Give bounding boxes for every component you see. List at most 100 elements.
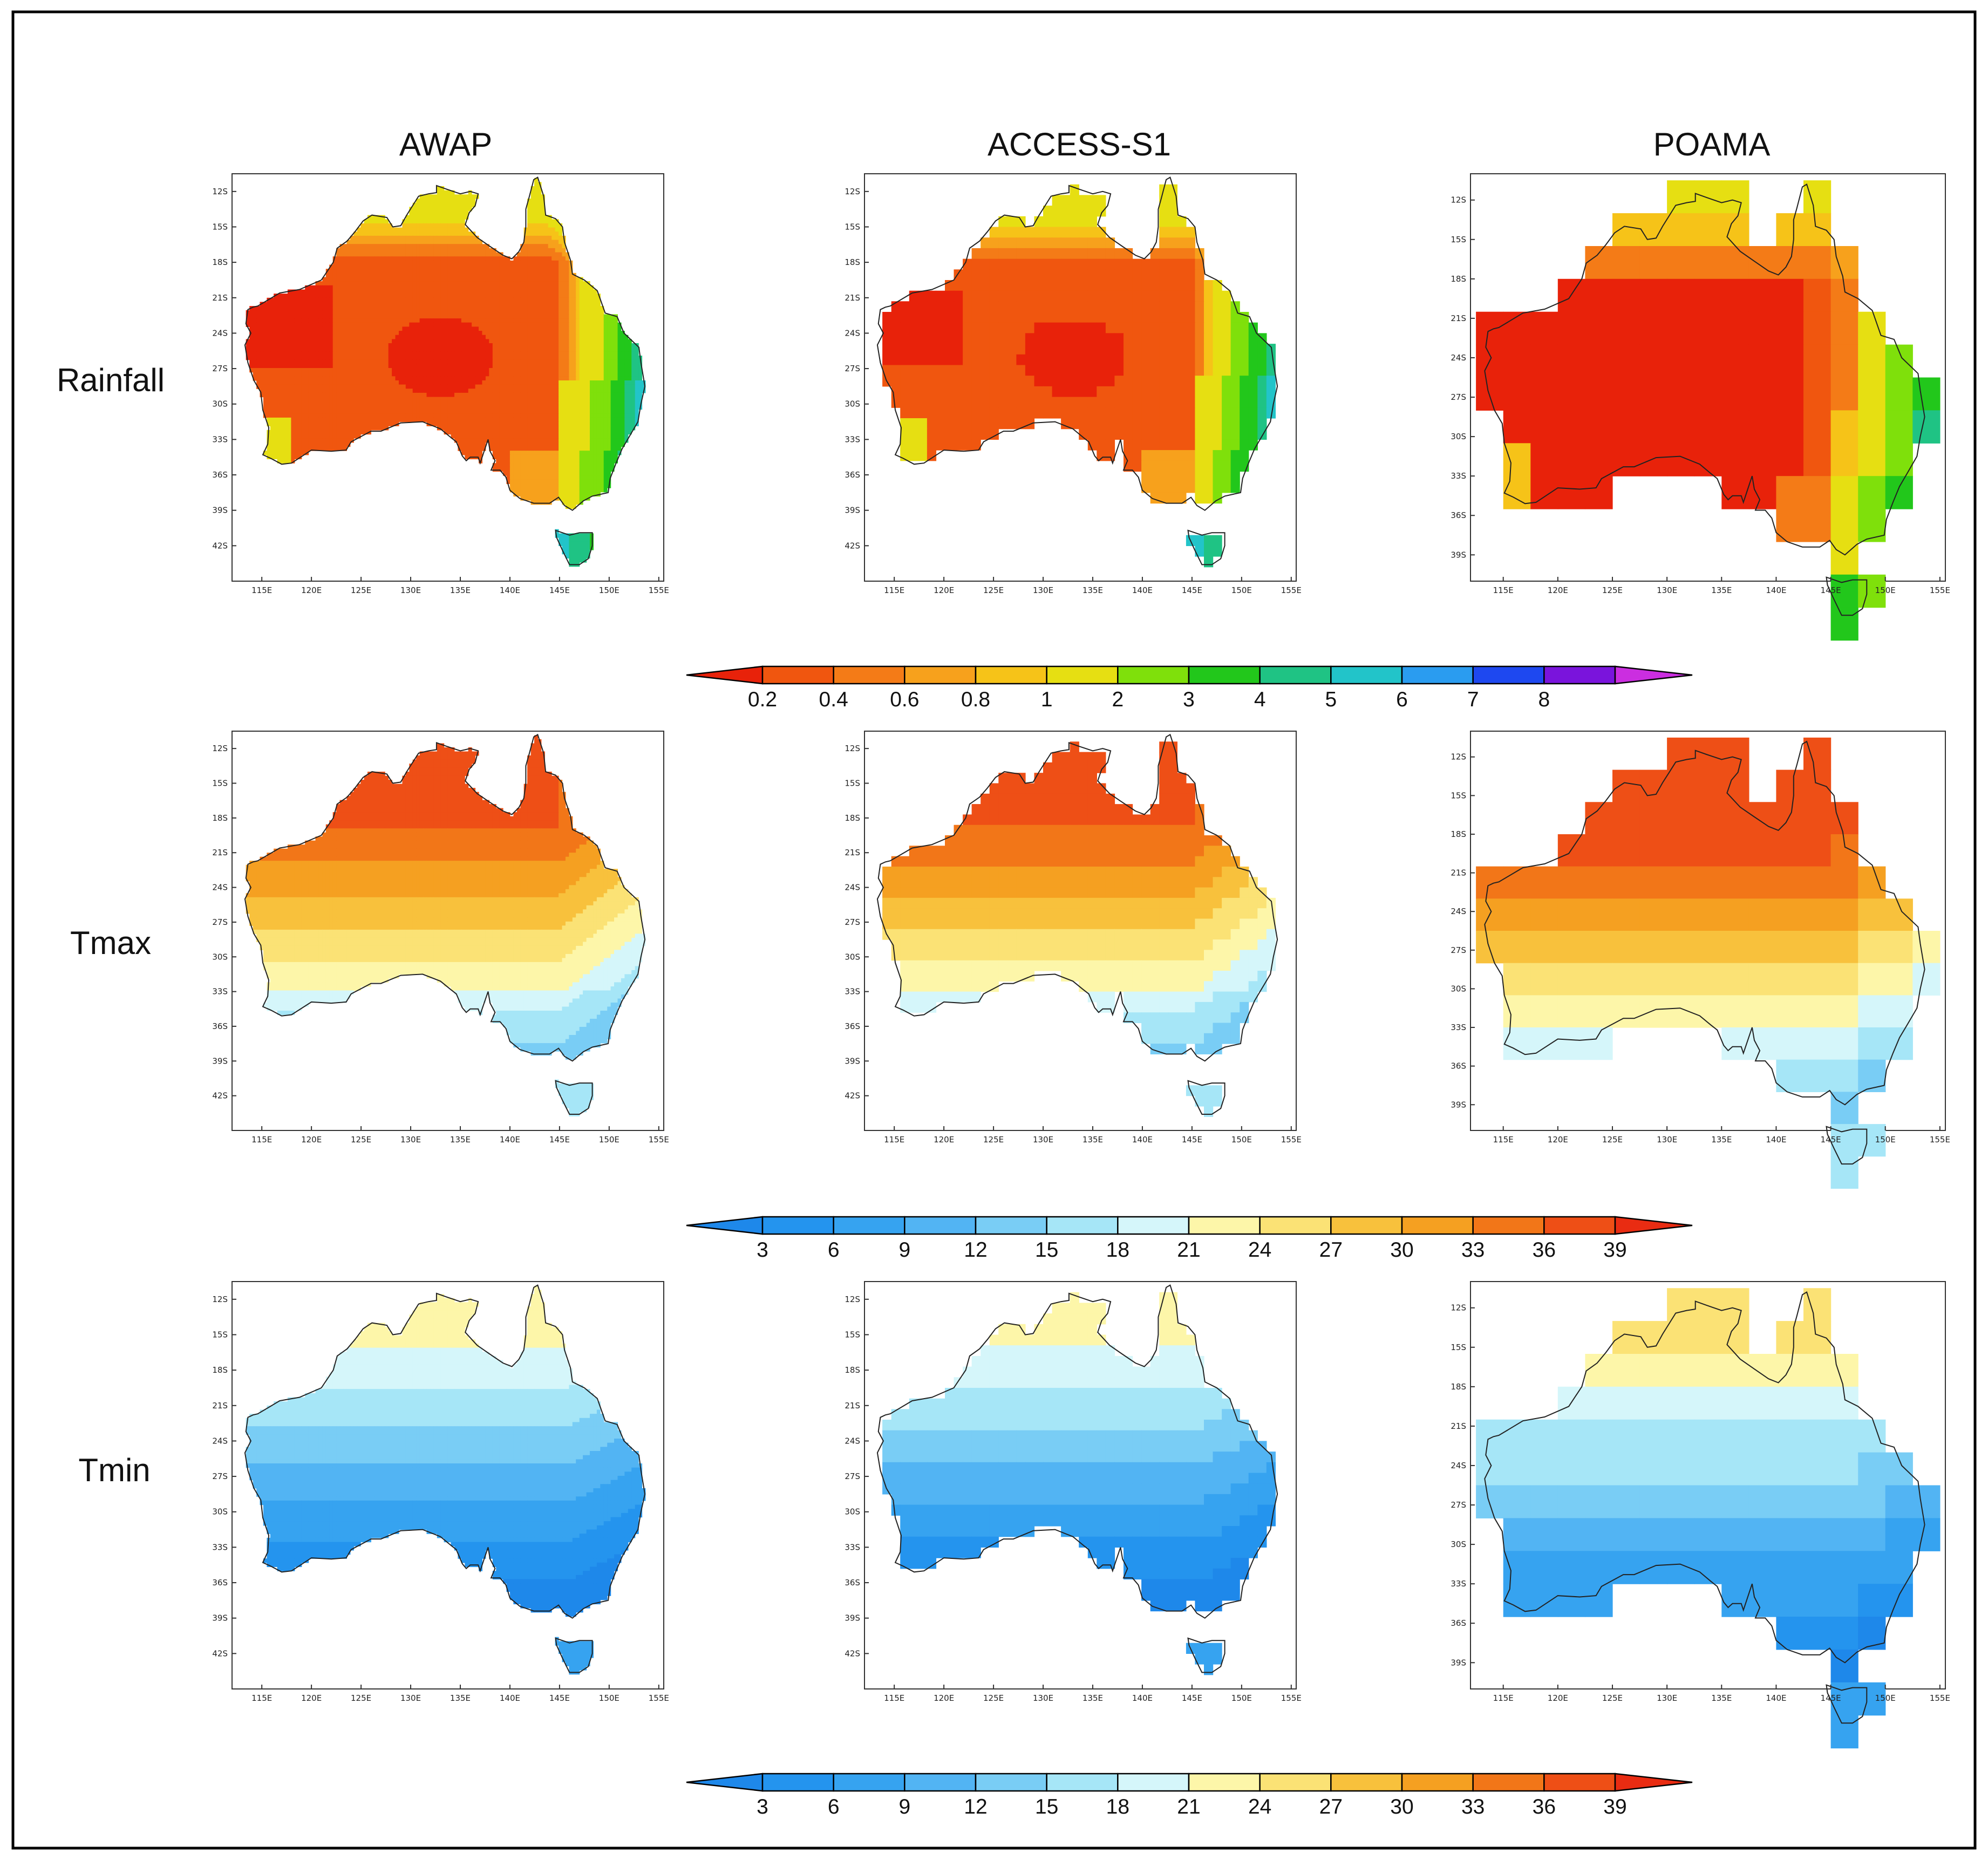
grid-cell	[336, 318, 341, 323]
grid-cell	[388, 314, 392, 319]
grid-cell	[520, 277, 525, 282]
grid-cell	[371, 397, 375, 401]
grid-cell	[374, 364, 378, 369]
grid-cell	[555, 405, 559, 410]
grid-cell	[301, 430, 305, 435]
grid-cell	[548, 389, 552, 393]
grid-cell	[579, 413, 583, 418]
grid-cell	[537, 314, 542, 319]
grid-cell	[318, 351, 323, 356]
grid-cell	[499, 359, 503, 364]
grid-cell	[475, 285, 479, 290]
grid-cell	[430, 389, 434, 393]
grid-cell	[565, 343, 569, 348]
grid-cell	[388, 335, 392, 339]
grid-cell	[367, 397, 371, 401]
grid-cell	[399, 248, 403, 253]
grid-cell	[489, 372, 493, 377]
grid-cell	[600, 351, 604, 356]
grid-cell	[506, 306, 510, 311]
grid-cell	[308, 297, 312, 303]
grid-cell	[381, 297, 385, 303]
grid-cell	[350, 248, 354, 253]
grid-cell	[555, 302, 559, 306]
grid-cell	[357, 294, 361, 298]
grid-cell	[405, 252, 410, 257]
grid-cell	[291, 359, 295, 364]
grid-cell	[569, 294, 573, 298]
grid-cell	[617, 372, 622, 377]
grid-cell	[357, 244, 361, 249]
grid-cell	[465, 405, 469, 410]
grid-cell	[371, 227, 375, 232]
grid-cell	[610, 339, 615, 344]
grid-cell	[419, 359, 424, 364]
grid-cell	[635, 347, 639, 352]
grid-cell	[614, 326, 618, 331]
grid-cell	[388, 272, 392, 278]
grid-cell	[482, 331, 486, 336]
grid-cell	[315, 302, 319, 306]
grid-cell	[364, 351, 368, 356]
grid-cell	[544, 260, 549, 265]
grid-cell	[346, 347, 351, 352]
grid-cell	[402, 380, 406, 385]
grid-cell	[576, 335, 580, 339]
grid-cell	[552, 413, 556, 418]
grid-cell	[534, 322, 538, 327]
grid-cell	[516, 384, 521, 389]
grid-cell	[381, 310, 385, 315]
grid-cell	[364, 219, 368, 224]
grid-cell	[332, 310, 337, 315]
grid-cell	[458, 430, 462, 435]
grid-cell	[541, 248, 545, 253]
grid-cell	[364, 372, 368, 377]
grid-cell	[388, 310, 392, 315]
grid-cell	[552, 260, 556, 265]
grid-cell	[395, 294, 399, 298]
grid-cell	[318, 297, 323, 303]
grid-cell	[419, 405, 424, 410]
grid-cell	[263, 339, 267, 344]
grid-cell	[576, 351, 580, 356]
grid-cell	[603, 380, 608, 385]
grid-cell	[482, 260, 486, 265]
grid-cell	[374, 219, 378, 224]
grid-cell	[430, 231, 434, 236]
grid-cell	[509, 335, 514, 339]
grid-cell	[346, 256, 351, 261]
grid-cell	[458, 405, 462, 410]
grid-cell	[621, 413, 625, 418]
grid-cell	[388, 417, 392, 423]
grid-cell	[586, 405, 590, 410]
grid-cell	[492, 289, 496, 294]
grid-cell	[559, 227, 563, 232]
grid-cell	[628, 409, 632, 414]
grid-cell	[294, 335, 298, 339]
grid-cell	[603, 397, 608, 401]
grid-cell	[576, 409, 580, 414]
grid-cell	[458, 264, 462, 269]
grid-cell	[475, 434, 479, 439]
grid-cell	[395, 248, 399, 253]
grid-cell	[277, 343, 281, 348]
grid-cell	[555, 339, 559, 344]
grid-cell	[371, 421, 375, 426]
grid-cell	[339, 368, 344, 373]
grid-cell	[378, 339, 382, 344]
grid-cell	[416, 392, 420, 398]
grid-cell	[343, 269, 347, 274]
grid-cell	[329, 314, 333, 319]
grid-cell	[440, 294, 445, 298]
grid-cell	[468, 351, 472, 356]
grid-cell	[360, 405, 365, 410]
grid-cell	[555, 331, 559, 336]
grid-cell	[281, 401, 285, 406]
grid-cell	[388, 252, 392, 257]
grid-cell	[371, 347, 375, 352]
grid-cell	[350, 368, 354, 373]
grid-cell	[506, 347, 510, 352]
grid-cell	[527, 318, 532, 323]
grid-cell	[482, 351, 486, 356]
grid-cell	[416, 343, 420, 348]
